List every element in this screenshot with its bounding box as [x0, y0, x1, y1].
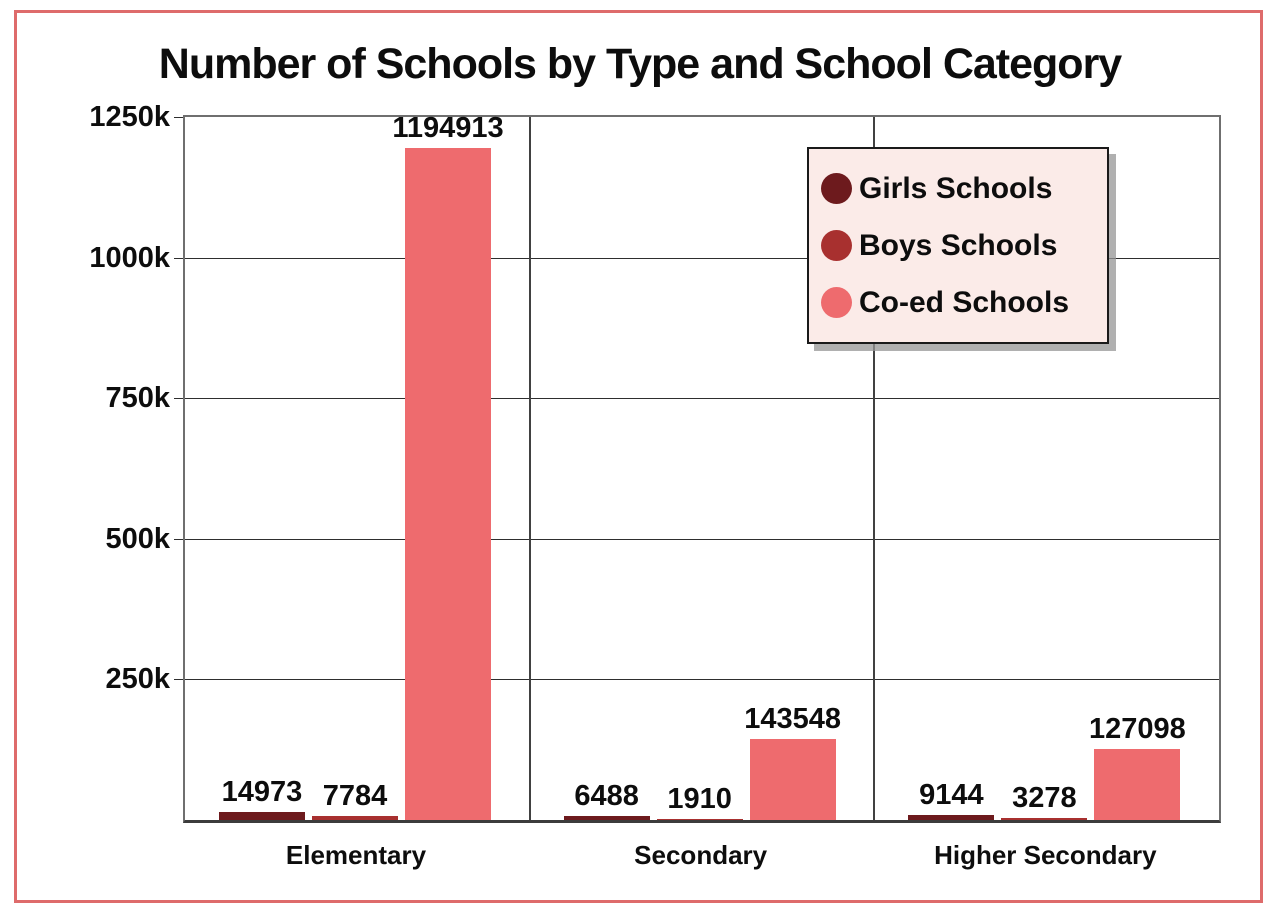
legend-label-girls-schools: Girls Schools [859, 171, 1053, 205]
legend-label-co-ed-schools: Co-ed Schools [859, 285, 1070, 319]
y-tick-750k [174, 398, 183, 400]
legend-item-boys-schools: Boys Schools [821, 217, 1107, 274]
y-tick-250k [174, 679, 183, 681]
x-axis-label-elementary: Elementary [285, 840, 427, 870]
bar-value-elementary-co-ed-schools: 1194913 [392, 111, 504, 144]
legend-item-girls-schools: Girls Schools [821, 160, 1107, 217]
legend-swatch-boys-schools-icon [821, 230, 852, 261]
bar-elementary-co-ed-schools [405, 147, 491, 820]
legend-swatch-girls-schools-icon [821, 173, 852, 204]
legend-swatch-co-ed-schools-icon [821, 287, 852, 318]
bar-value-higher-secondary-boys-schools: 3278 [1012, 782, 1077, 815]
y-axis-label-250k: 250k [105, 663, 170, 696]
y-axis-label-1000k: 1000k [89, 241, 170, 274]
gridline-750k [185, 398, 1219, 400]
y-axis-label-500k: 500k [105, 522, 170, 555]
bar-value-higher-secondary-co-ed-schools: 127098 [1088, 712, 1186, 745]
bar-secondary-co-ed-schools [749, 739, 836, 820]
gridline-250k [185, 679, 1219, 681]
bar-secondary-girls-schools [563, 816, 650, 820]
y-tick-1250k [174, 117, 183, 118]
y-tick-500k [174, 538, 183, 540]
category-separator [873, 117, 876, 820]
y-axis-label-750k: 750k [105, 382, 170, 415]
category-separator [528, 117, 531, 820]
legend-item-co-ed-schools: Co-ed Schools [821, 274, 1107, 331]
legend-label-boys-schools: Boys Schools [859, 228, 1058, 262]
bar-value-elementary-boys-schools: 7784 [322, 779, 388, 812]
bar-elementary-boys-schools [312, 815, 398, 820]
bar-higher-secondary-boys-schools [1001, 818, 1088, 820]
bar-value-secondary-co-ed-schools: 143548 [744, 703, 842, 736]
bar-higher-secondary-co-ed-schools [1094, 748, 1181, 820]
bar-value-secondary-girls-schools: 6488 [574, 780, 639, 813]
x-axis-label-higher-secondary: Higher Secondary [934, 840, 1157, 870]
bar-value-higher-secondary-girls-schools: 9144 [919, 778, 984, 811]
outer-border-frame [14, 10, 1263, 903]
y-tick-1000k [174, 257, 183, 259]
bar-elementary-girls-schools [219, 811, 305, 820]
x-axis-label-secondary: Secondary [634, 840, 768, 870]
bar-higher-secondary-girls-schools [908, 814, 995, 820]
y-axis-label-1250k: 1250k [89, 101, 170, 133]
gridline-500k [185, 538, 1219, 540]
bar-value-secondary-boys-schools: 1910 [667, 782, 732, 815]
bar-value-elementary-girls-schools: 14973 [221, 775, 303, 808]
legend: Girls Schools Boys Schools Co-ed Schools [807, 147, 1109, 344]
chart-title: Number of Schools by Type and School Cat… [158, 40, 1122, 88]
gridline-1000k [185, 257, 1219, 259]
bar-secondary-boys-schools [656, 818, 743, 820]
